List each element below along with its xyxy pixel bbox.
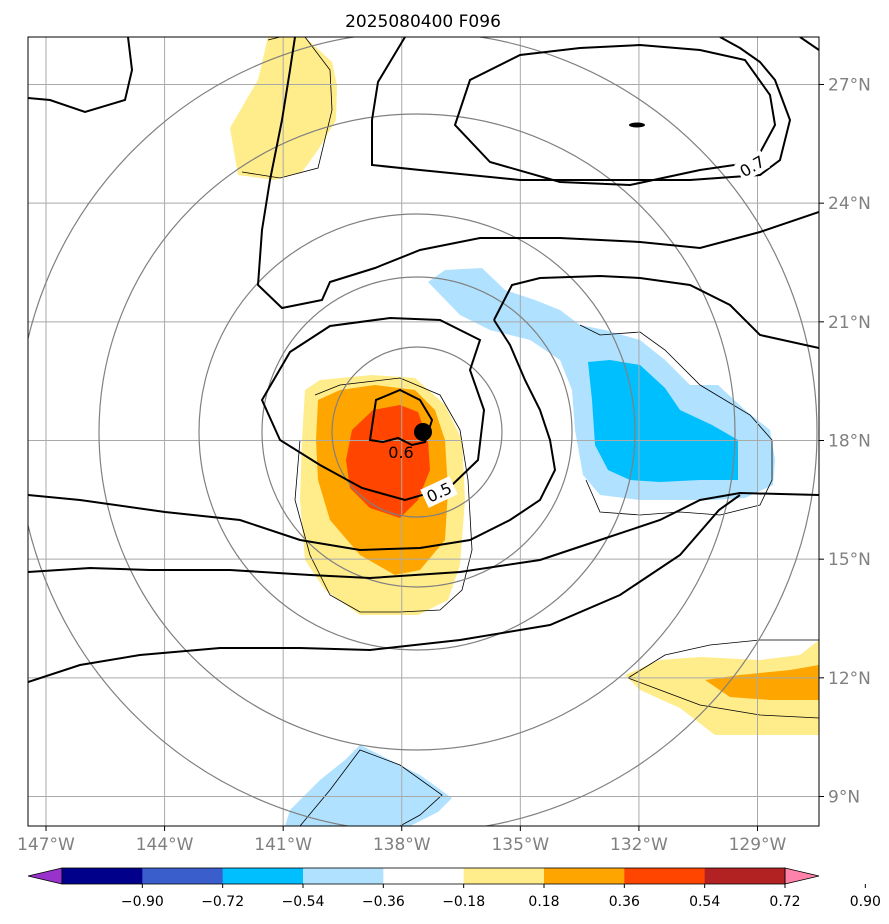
range-ring-5 (28, 37, 818, 826)
lat-tick-label: 9°N (828, 788, 860, 808)
contour-north-ne (799, 37, 819, 51)
colorbar-segment (62, 868, 143, 884)
lon-tick-label: 138°W (373, 835, 431, 855)
lon-tick-label: 147°W (17, 835, 75, 855)
colorbar-segment (463, 868, 545, 884)
contour-center (260, 316, 486, 502)
lon-tick-label: 141°W (254, 835, 312, 855)
height-contours (28, 37, 819, 683)
colorbar-label: −0.36 (362, 894, 405, 910)
blue-region-east (588, 360, 738, 482)
storm-center-marker (414, 423, 432, 441)
lon-tick-label: 135°W (491, 835, 549, 855)
contour-north (371, 37, 792, 181)
lat-tick-label: 27°N (828, 76, 871, 96)
contour-west-ridge (256, 37, 819, 310)
colorbar-segment (624, 868, 706, 884)
colorbar-label: −0.18 (442, 894, 485, 910)
outline-center (294, 377, 473, 613)
colorbar-outline (61, 867, 786, 885)
colorbar-extend-high (784, 867, 820, 885)
range-ring-3 (198, 213, 636, 651)
colorbar-label: 0.54 (689, 894, 720, 910)
range-ring-2 (261, 276, 573, 588)
colorbar-label: −0.90 (121, 894, 164, 910)
map-frame (27, 36, 820, 827)
contour-trough-east (28, 319, 557, 552)
colorbar-segment (704, 868, 786, 884)
contour-northwest (28, 37, 134, 114)
anomaly-outlines (241, 37, 819, 826)
map-area: 0.7 0.6 0.5 (28, 37, 819, 826)
colorbar-segment (142, 868, 224, 884)
colorbar-segment (222, 868, 304, 884)
colorbar-segment (544, 868, 625, 884)
range-ring-1 (331, 346, 503, 518)
lon-tick-label: 144°W (136, 835, 194, 855)
lat-tick-label: 21°N (828, 313, 871, 333)
lon-tick-label: 132°W (610, 835, 668, 855)
outline-southeast (627, 639, 819, 719)
range-ring-4 (98, 113, 736, 751)
outline-east (579, 324, 773, 516)
high-center-marker (629, 122, 645, 128)
colorbar: −0.90 −0.72 −0.54 −0.36 −0.18 0.18 0.36 0.54 0.7… (27, 867, 881, 910)
lat-tick-label: 12°N (828, 669, 871, 689)
graticule (28, 37, 819, 826)
lat-tick-label: 15°N (828, 550, 871, 570)
contour-label-0-6: 0.6 (388, 443, 413, 462)
contour-south-band (28, 491, 819, 580)
colorbar-label: −0.72 (201, 894, 244, 910)
colorbar-label: −0.54 (282, 894, 325, 910)
negative-anomaly-fill (285, 268, 775, 826)
map-title: 2025080400 F096 (345, 12, 501, 32)
lat-tick-label: 18°N (828, 432, 871, 452)
colorbar-segment (383, 868, 465, 884)
contour-east (493, 274, 819, 349)
contour-south-low (28, 494, 741, 683)
lon-tick-label: 129°W (729, 835, 787, 855)
colorbar-extend-low (27, 867, 63, 885)
longitude-labels: 147°W 144°W 141°W 138°W 135°W 132°W 129°W (17, 826, 787, 855)
orange-region-southeast (705, 665, 819, 700)
range-rings (28, 37, 818, 826)
positive-anomaly-fill (230, 37, 819, 735)
colorbar-segment (303, 868, 384, 884)
outline-south (299, 749, 443, 826)
colorbar-label: 0.72 (769, 894, 800, 910)
contour-high-inner (453, 43, 777, 187)
lat-tick-label: 24°N (828, 194, 871, 214)
lightblue-region-south (285, 745, 452, 826)
colorbar-label: 0.36 (609, 894, 640, 910)
colorbar-label: 0.90 (850, 894, 881, 910)
colorbar-label: 0.18 (528, 894, 559, 910)
latitude-labels: 27°N 24°N 21°N 18°N 15°N 12°N 9°N (819, 76, 871, 808)
